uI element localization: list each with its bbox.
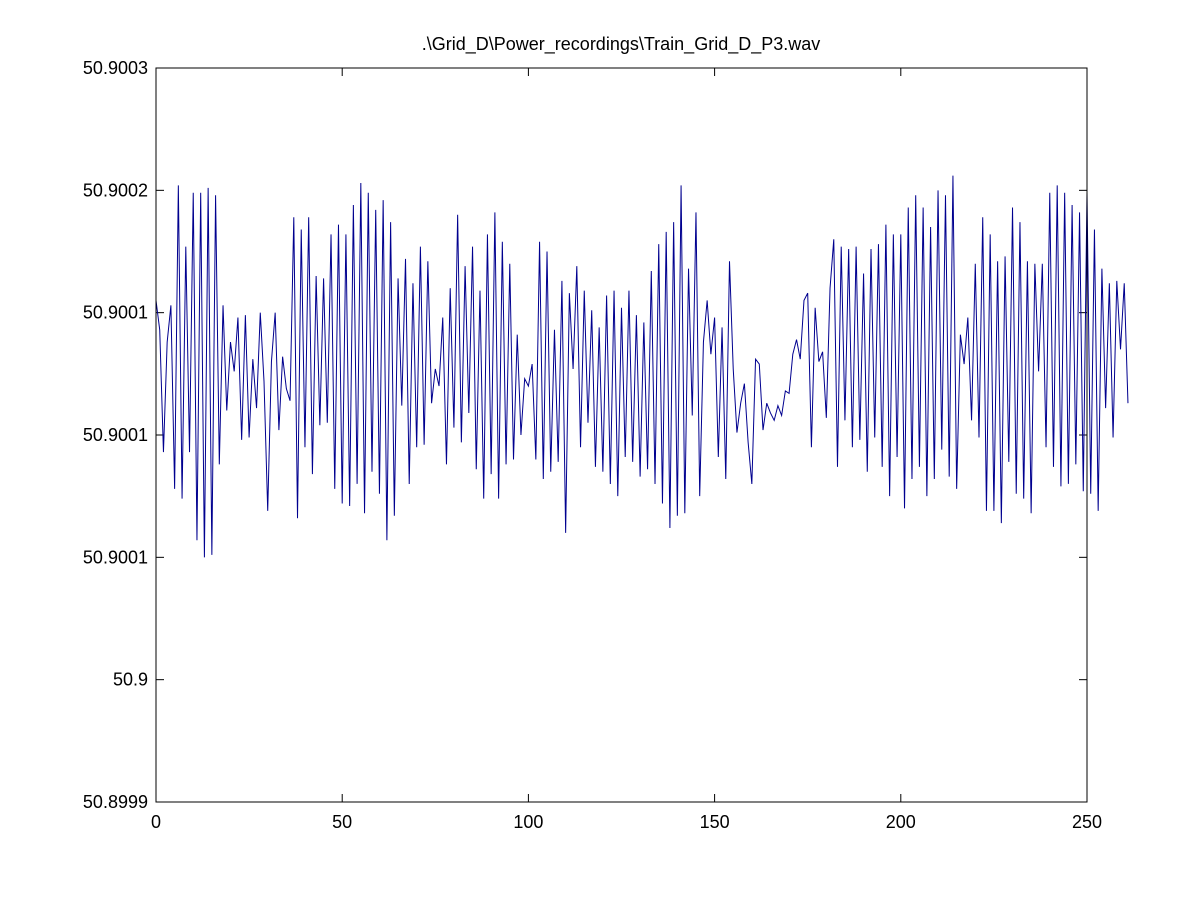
series-line [155,175,1129,558]
y-tick-label: 50.9001 [83,303,148,323]
y-tick-label: 50.9001 [83,547,148,567]
series-layer [155,175,1129,558]
chart-title: .\Grid_D\Power_recordings\Train_Grid_D_P… [422,34,821,55]
y-tick-label: 50.9002 [83,180,148,200]
x-tick-label: 150 [700,812,730,832]
y-tick-label: 50.9003 [83,58,148,78]
x-tick-label: 100 [513,812,543,832]
x-tick-label: 50 [332,812,352,832]
plot-area [156,68,1087,802]
y-tick-label: 50.8999 [83,792,148,812]
y-axis-ticks: 50.8999 50.9 50.9001 50.9001 50.9001 50.9002 5… [83,58,1087,812]
x-tick-label: 250 [1072,812,1102,832]
y-tick-label: 50.9001 [83,425,148,445]
x-tick-label: 0 [151,812,161,832]
y-tick-label: 50.9 [113,670,148,690]
x-axis-ticks: 0 50 100 150 200 250 [151,68,1102,832]
axes-box [155,67,1088,803]
x-tick-label: 200 [886,812,916,832]
